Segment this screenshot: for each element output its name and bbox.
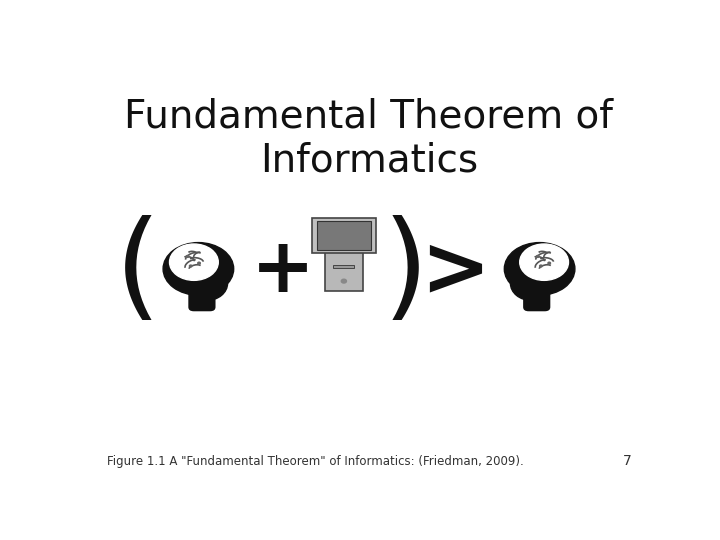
Circle shape <box>536 255 539 258</box>
Ellipse shape <box>510 266 552 300</box>
Text: ): ) <box>382 215 428 330</box>
FancyBboxPatch shape <box>325 252 363 291</box>
Circle shape <box>169 244 218 280</box>
Ellipse shape <box>186 266 228 300</box>
Circle shape <box>198 262 200 264</box>
Text: (: ( <box>114 215 161 330</box>
Circle shape <box>189 265 192 267</box>
Text: 7: 7 <box>623 454 631 468</box>
Circle shape <box>163 242 234 295</box>
Circle shape <box>539 265 542 267</box>
Text: Fundamental Theorem of: Fundamental Theorem of <box>125 98 613 136</box>
Text: Informatics: Informatics <box>260 141 478 179</box>
Text: >: > <box>420 230 490 311</box>
FancyBboxPatch shape <box>333 265 354 268</box>
Circle shape <box>520 244 569 280</box>
Text: +: + <box>251 234 315 308</box>
FancyBboxPatch shape <box>312 218 376 253</box>
Circle shape <box>504 242 575 295</box>
Circle shape <box>341 279 346 283</box>
Text: Figure 1.1 A "Fundamental Theorem" of Informatics: (Friedman, 2009).: Figure 1.1 A "Fundamental Theorem" of In… <box>107 455 523 468</box>
FancyBboxPatch shape <box>317 221 371 249</box>
FancyBboxPatch shape <box>189 286 215 311</box>
Circle shape <box>548 262 551 264</box>
FancyBboxPatch shape <box>523 286 550 311</box>
Circle shape <box>186 255 189 258</box>
